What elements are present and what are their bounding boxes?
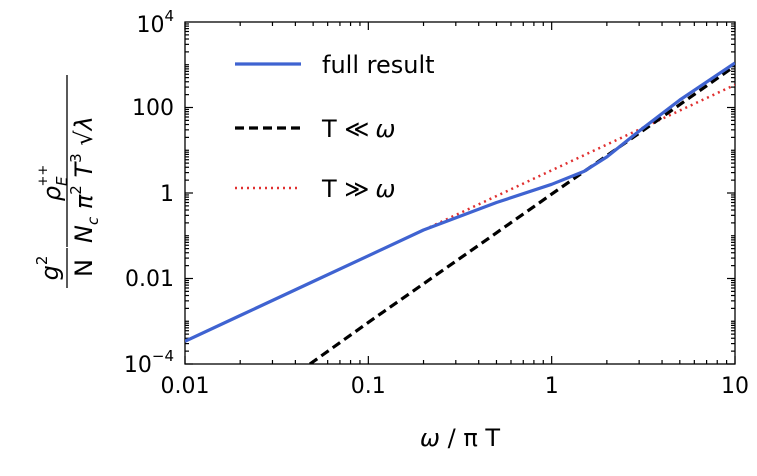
legend-label-t-gg-omega: T ≫ ω <box>321 175 396 203</box>
x-tick-label: 10 <box>721 374 749 399</box>
y-tick-label: 10−4 <box>124 347 174 378</box>
legend: full result T ≪ ω T ≫ ω <box>235 51 435 203</box>
x-tick-label: 0.1 <box>351 374 386 399</box>
x-axis-label: ω / π T <box>420 424 501 452</box>
y-tick-label: 1 <box>160 182 174 207</box>
tick-marks <box>184 22 736 365</box>
svg-text:g2: g2 <box>33 256 64 281</box>
legend-label-t-ll-omega: T ≪ ω <box>321 115 396 143</box>
y-tick-label: 104 <box>136 7 174 38</box>
y-tick-label: 100 <box>132 96 174 121</box>
y-axis-label: g2 N ρE++ Nc π2 T3 √λ <box>33 75 102 288</box>
series-lines <box>185 61 735 364</box>
y-tick-label: 0.01 <box>125 267 174 292</box>
svg-text:ρE++: ρE++ <box>36 165 71 202</box>
series-line-1 <box>308 64 735 364</box>
svg-text:Nc π2 T3 √λ: Nc π2 T3 √λ <box>67 116 102 243</box>
plot-area <box>184 21 736 365</box>
x-tick-label: 1 <box>545 374 559 399</box>
x-tick-label: 0.01 <box>161 374 210 399</box>
svg-text:N: N <box>70 259 98 277</box>
series-line-0 <box>185 61 735 343</box>
legend-label-full-result: full result <box>322 51 435 79</box>
